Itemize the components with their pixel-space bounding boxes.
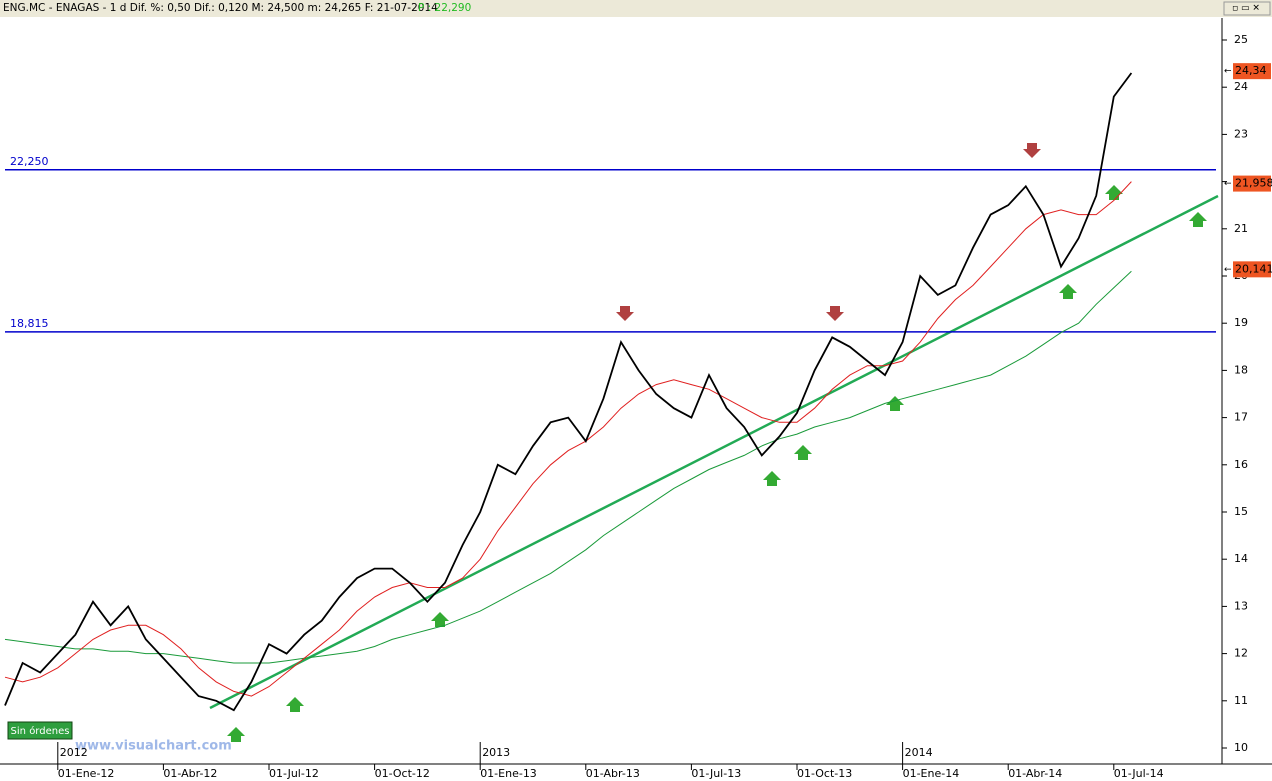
- price-tag-label: 21,958: [1235, 177, 1272, 190]
- series-line: [4, 72, 1133, 712]
- price-tag: [1233, 63, 1271, 80]
- price-tag-label: 24,34: [1235, 64, 1267, 77]
- level-label: 22,250: [10, 155, 49, 168]
- y-tick-label: 15: [1234, 505, 1248, 518]
- title-bar: [0, 0, 1272, 17]
- y-tick-label: 12: [1234, 647, 1248, 660]
- y-tick-label: 17: [1234, 411, 1248, 424]
- x-tick-label: 01-Jul-12: [269, 767, 319, 780]
- level-label: 18,815: [10, 317, 49, 330]
- x-tick-label: 01-Abr-12: [163, 767, 217, 780]
- x-tick-label: 01-Oct-13: [797, 767, 852, 780]
- header-price: P : 22,290: [418, 2, 471, 14]
- orders-button-label[interactable]: Sin órdenes: [11, 725, 70, 737]
- series-line: [4, 181, 1132, 697]
- series-line: [4, 270, 1132, 664]
- down-arrows: [616, 143, 1041, 321]
- y-tick-label: 11: [1234, 694, 1248, 707]
- x-tick-label: 01-Jul-13: [691, 767, 741, 780]
- y-tick-label: 16: [1234, 458, 1248, 471]
- y-tick-label: 19: [1234, 316, 1248, 329]
- up-arrows: [227, 185, 1207, 742]
- year-label: 2012: [60, 746, 88, 759]
- x-tick-label: 01-Abr-13: [586, 767, 640, 780]
- year-label: 2014: [905, 746, 933, 759]
- y-tick-label: 24: [1234, 80, 1248, 93]
- price-tag-arrow: ←: [1224, 265, 1232, 275]
- x-tick-label: 01-Jul-14: [1114, 767, 1164, 780]
- y-tick-label: 14: [1234, 552, 1248, 565]
- y-tick-label: 25: [1234, 33, 1248, 46]
- x-tick-label: 01-Ene-13: [480, 767, 537, 780]
- year-label: 2013: [482, 746, 510, 759]
- watermark: www.visualchart.com: [75, 739, 232, 754]
- y-tick-label: 18: [1234, 363, 1248, 376]
- x-tick-label: 01-Oct-12: [375, 767, 430, 780]
- price-tag-arrow: ←: [1224, 179, 1232, 189]
- price-tag: [1233, 175, 1271, 192]
- header-info: ENG.MC - ENAGAS - 1 d Dif. %: 0,50 Dif.:…: [3, 2, 438, 14]
- y-tick-label: 23: [1234, 127, 1248, 140]
- price-tag-label: 20,141: [1235, 262, 1272, 275]
- orders-button[interactable]: [7, 721, 73, 740]
- y-tick-label: 10: [1234, 741, 1248, 754]
- price-tag-arrow: ←: [1224, 67, 1232, 77]
- trendline: [209, 194, 1219, 710]
- window-buttons[interactable]: [1223, 1, 1271, 16]
- price-tag: [1233, 261, 1271, 278]
- y-tick-label: 13: [1234, 599, 1248, 612]
- x-tick-label: 01-Abr-14: [1008, 767, 1062, 780]
- x-tick-label: 01-Ene-14: [903, 767, 960, 780]
- window-button-icons: ▫ ▭ ✕: [1232, 4, 1260, 14]
- x-tick-label: 01-Ene-12: [58, 767, 115, 780]
- y-tick-label: 21: [1234, 222, 1248, 235]
